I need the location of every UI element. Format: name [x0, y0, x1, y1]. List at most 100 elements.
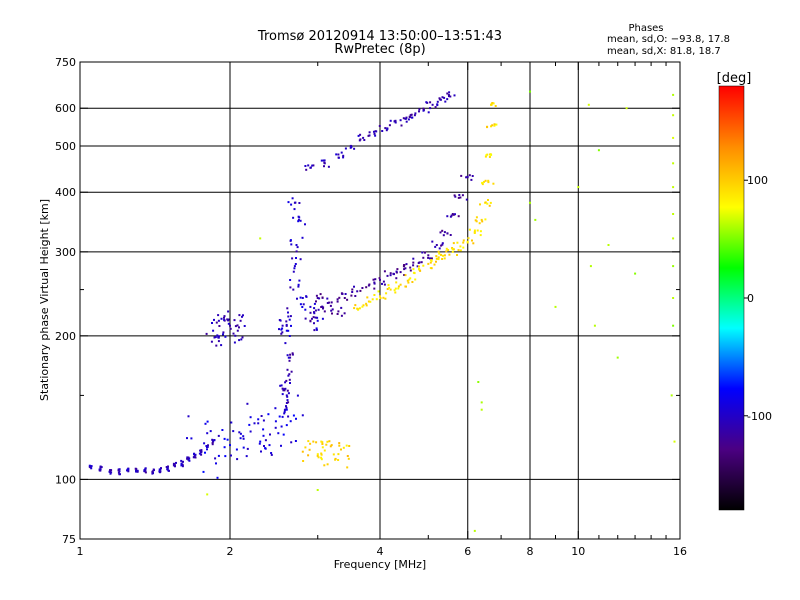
- phases-stats-title: Phases: [628, 23, 663, 34]
- data-point: [381, 130, 384, 132]
- data-point: [361, 305, 364, 308]
- data-point: [291, 257, 294, 260]
- data-point: [235, 448, 238, 451]
- data-point: [224, 335, 227, 338]
- data-point: [296, 297, 298, 300]
- data-point: [320, 453, 323, 456]
- data-point: [301, 306, 304, 308]
- data-point: [454, 213, 456, 216]
- data-point: [412, 264, 415, 267]
- data-point: [304, 308, 307, 311]
- data-point: [436, 100, 439, 103]
- data-point: [492, 102, 495, 105]
- data-point: [429, 107, 432, 110]
- data-point: [405, 120, 408, 123]
- colorbar-label: [deg]: [717, 71, 752, 86]
- data-point: [316, 319, 319, 322]
- data-point: [394, 119, 397, 122]
- data-point: [427, 254, 430, 257]
- data-point: [286, 399, 289, 402]
- data-point: [330, 309, 333, 312]
- data-point: [281, 393, 284, 396]
- data-point: [260, 415, 263, 417]
- data-point: [373, 130, 375, 133]
- data-point: [166, 468, 169, 471]
- data-point: [90, 465, 93, 468]
- data-point: [322, 159, 325, 162]
- data-point: [418, 110, 420, 113]
- data-point: [431, 103, 434, 106]
- data-point: [296, 246, 299, 249]
- data-point: [429, 101, 432, 104]
- data-point: [321, 296, 324, 299]
- data-point: [215, 462, 217, 465]
- data-point: [269, 433, 271, 436]
- data-point: [173, 463, 176, 466]
- data-point: [379, 295, 381, 298]
- data-point: [634, 272, 637, 275]
- data-point: [379, 297, 382, 300]
- data-point: [117, 471, 120, 474]
- data-point: [379, 278, 381, 281]
- data-point: [234, 325, 237, 328]
- data-point: [393, 289, 396, 292]
- data-point: [304, 446, 307, 449]
- data-point: [457, 196, 460, 199]
- data-point: [439, 98, 442, 101]
- data-point: [274, 420, 277, 423]
- data-point: [297, 218, 300, 221]
- data-point: [450, 214, 453, 217]
- colorbar-tick-label: -100: [747, 410, 772, 423]
- data-point: [480, 401, 483, 404]
- data-point: [285, 324, 288, 327]
- data-point: [277, 432, 280, 435]
- data-point: [410, 113, 413, 116]
- data-point: [193, 453, 195, 456]
- data-point: [479, 230, 482, 233]
- data-point: [351, 291, 354, 293]
- data-point: [109, 469, 111, 472]
- data-point: [287, 201, 290, 204]
- data-point: [321, 443, 324, 445]
- data-point: [454, 195, 457, 198]
- data-point: [402, 265, 405, 268]
- data-point: [326, 302, 329, 304]
- data-point: [281, 327, 284, 330]
- y-tick-label: 100: [55, 473, 76, 486]
- data-point: [396, 268, 399, 271]
- data-point: [242, 314, 244, 317]
- series-f1-low: [205, 310, 246, 347]
- data-point: [436, 103, 439, 106]
- data-point: [438, 252, 441, 255]
- data-point: [340, 448, 342, 451]
- data-point: [186, 456, 189, 459]
- data-point: [466, 175, 469, 178]
- data-point: [223, 437, 226, 440]
- data-point: [227, 318, 230, 321]
- data-point: [340, 306, 343, 309]
- data-point: [209, 430, 212, 433]
- data-point: [448, 95, 450, 98]
- data-point: [307, 164, 310, 167]
- data-point: [136, 470, 139, 473]
- data-point: [286, 368, 289, 371]
- data-point: [443, 257, 446, 260]
- data-point: [180, 464, 183, 467]
- data-point: [395, 270, 398, 273]
- data-point: [289, 279, 292, 281]
- data-point: [307, 454, 310, 457]
- data-point: [342, 156, 345, 159]
- series-e-cluster: [186, 394, 304, 479]
- data-point: [301, 297, 304, 299]
- data-point: [486, 125, 489, 128]
- data-point: [313, 302, 316, 305]
- data-point: [435, 255, 438, 258]
- data-point: [294, 440, 297, 442]
- data-point: [203, 442, 206, 445]
- data-point: [446, 232, 449, 235]
- data-point: [214, 336, 217, 338]
- data-point: [290, 370, 293, 373]
- data-point: [294, 263, 297, 265]
- data-point: [472, 242, 475, 245]
- data-point: [205, 332, 208, 335]
